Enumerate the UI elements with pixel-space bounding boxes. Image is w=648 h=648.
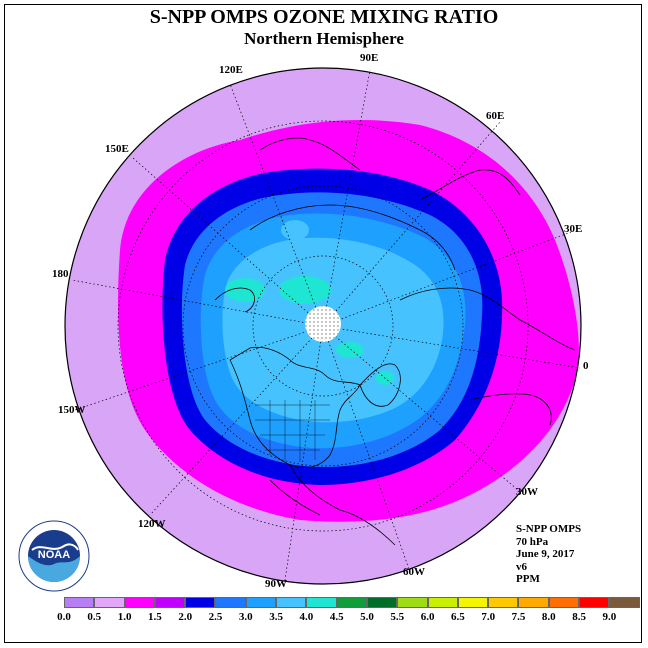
colorbar-swatch-14 bbox=[488, 597, 519, 608]
contour-turquoise-1 bbox=[225, 278, 265, 302]
colorbar-tick-1: 0.5 bbox=[87, 611, 102, 623]
colorbar-tick-13: 6.5 bbox=[451, 611, 465, 623]
colorbar-tick-18: 9.0 bbox=[602, 611, 617, 623]
colorbar-tick-10: 5.0 bbox=[360, 611, 374, 623]
colorbar-tick-17: 8.5 bbox=[572, 611, 586, 623]
colorbar-tick-11: 5.5 bbox=[390, 611, 405, 623]
info-block: S-NPP OMPS 70 hPa June 9, 2017 v6 PPM bbox=[516, 523, 581, 586]
colorbar bbox=[64, 597, 640, 608]
contour-turquoise-2 bbox=[279, 276, 331, 304]
colorbar-tick-7: 3.5 bbox=[269, 611, 283, 623]
info-pressure: 70 hPa bbox=[516, 535, 549, 548]
colorbar-swatch-7 bbox=[276, 597, 307, 608]
colorbar-swatch-16 bbox=[548, 597, 580, 608]
noaa-logo-text: NOAA bbox=[38, 549, 70, 561]
contour-turquoise-3 bbox=[336, 342, 364, 358]
colorbar-swatch-18 bbox=[609, 597, 640, 608]
colorbar-swatch-6 bbox=[245, 597, 277, 608]
colorbar-tick-14: 7.0 bbox=[481, 611, 496, 623]
colorbar-swatch-2 bbox=[124, 597, 155, 608]
info-units: PPM bbox=[516, 573, 540, 585]
colorbar-tick-4: 2.0 bbox=[178, 611, 193, 623]
us-state-lines bbox=[255, 400, 330, 462]
colorbar-swatch-8 bbox=[306, 597, 337, 608]
colorbar-swatch-15 bbox=[518, 597, 549, 608]
lon-label-60e: 60E bbox=[486, 110, 505, 122]
colorbar-tick-6: 3.0 bbox=[238, 611, 253, 623]
colorbar-swatch-10 bbox=[366, 597, 398, 608]
colorbar-swatch-13 bbox=[457, 597, 489, 608]
colorbar-swatch-0 bbox=[64, 597, 95, 608]
colorbar-tick-16: 8.0 bbox=[541, 611, 556, 623]
colorbar-swatch-3 bbox=[154, 597, 186, 608]
colorbar-tick-8: 4.0 bbox=[299, 611, 314, 623]
map-subtitle: Northern Hemisphere bbox=[244, 29, 404, 48]
lon-label-150w: 150W bbox=[58, 404, 86, 416]
lon-label-60w: 60W bbox=[403, 566, 425, 578]
info-instrument: S-NPP OMPS bbox=[516, 523, 582, 535]
colorbar-tick-12: 6.0 bbox=[420, 611, 435, 623]
colorbar-swatch-4 bbox=[185, 597, 216, 608]
info-date: June 9, 2017 bbox=[516, 548, 575, 560]
colorbar-swatch-17 bbox=[579, 597, 610, 608]
colorbar-swatch-11 bbox=[397, 597, 428, 608]
lon-label-30w: 30W bbox=[516, 486, 538, 498]
colorbar-swatch-1 bbox=[94, 597, 125, 608]
colorbar-tick-9: 4.5 bbox=[329, 611, 344, 623]
lon-label-180: 180 bbox=[52, 268, 69, 280]
coastlines bbox=[214, 137, 576, 546]
colorbar-tick-5: 2.5 bbox=[208, 611, 223, 623]
colorbar-tick-15: 7.5 bbox=[511, 611, 526, 623]
lon-label-0: 0 bbox=[583, 360, 589, 372]
colorbar-swatch-9 bbox=[336, 597, 367, 608]
colorbar-tick-2: 1.0 bbox=[117, 611, 132, 623]
graticule bbox=[71, 69, 581, 581]
lon-label-30e: 30E bbox=[564, 223, 583, 235]
colorbar-swatch-5 bbox=[215, 597, 246, 608]
colorbar-ticks: 0.0 0.5 1.0 1.5 2.0 2.5 3.0 3.5 4.0 4.5 5.0 5.5 6.0 6… bbox=[50, 611, 616, 625]
contour-cyan-2 bbox=[281, 220, 309, 240]
lon-label-90e: 90E bbox=[360, 52, 379, 64]
colorbar-tick-3: 1.5 bbox=[148, 611, 162, 623]
colorbar-tick-0: 0.0 bbox=[57, 611, 71, 623]
map-border bbox=[64, 67, 582, 585]
map-title: S-NPP OMPS OZONE MIXING RATIO bbox=[149, 6, 499, 28]
lon-label-90w: 90W bbox=[265, 578, 287, 590]
polar-no-data bbox=[305, 306, 341, 342]
lon-label-120w: 120W bbox=[138, 518, 166, 530]
lon-label-120e: 120E bbox=[219, 64, 243, 76]
info-version: v6 bbox=[516, 560, 527, 573]
colorbar-swatch-12 bbox=[427, 597, 458, 608]
noaa-logo: NOAA bbox=[18, 520, 90, 592]
lon-label-150e: 150E bbox=[105, 143, 129, 155]
